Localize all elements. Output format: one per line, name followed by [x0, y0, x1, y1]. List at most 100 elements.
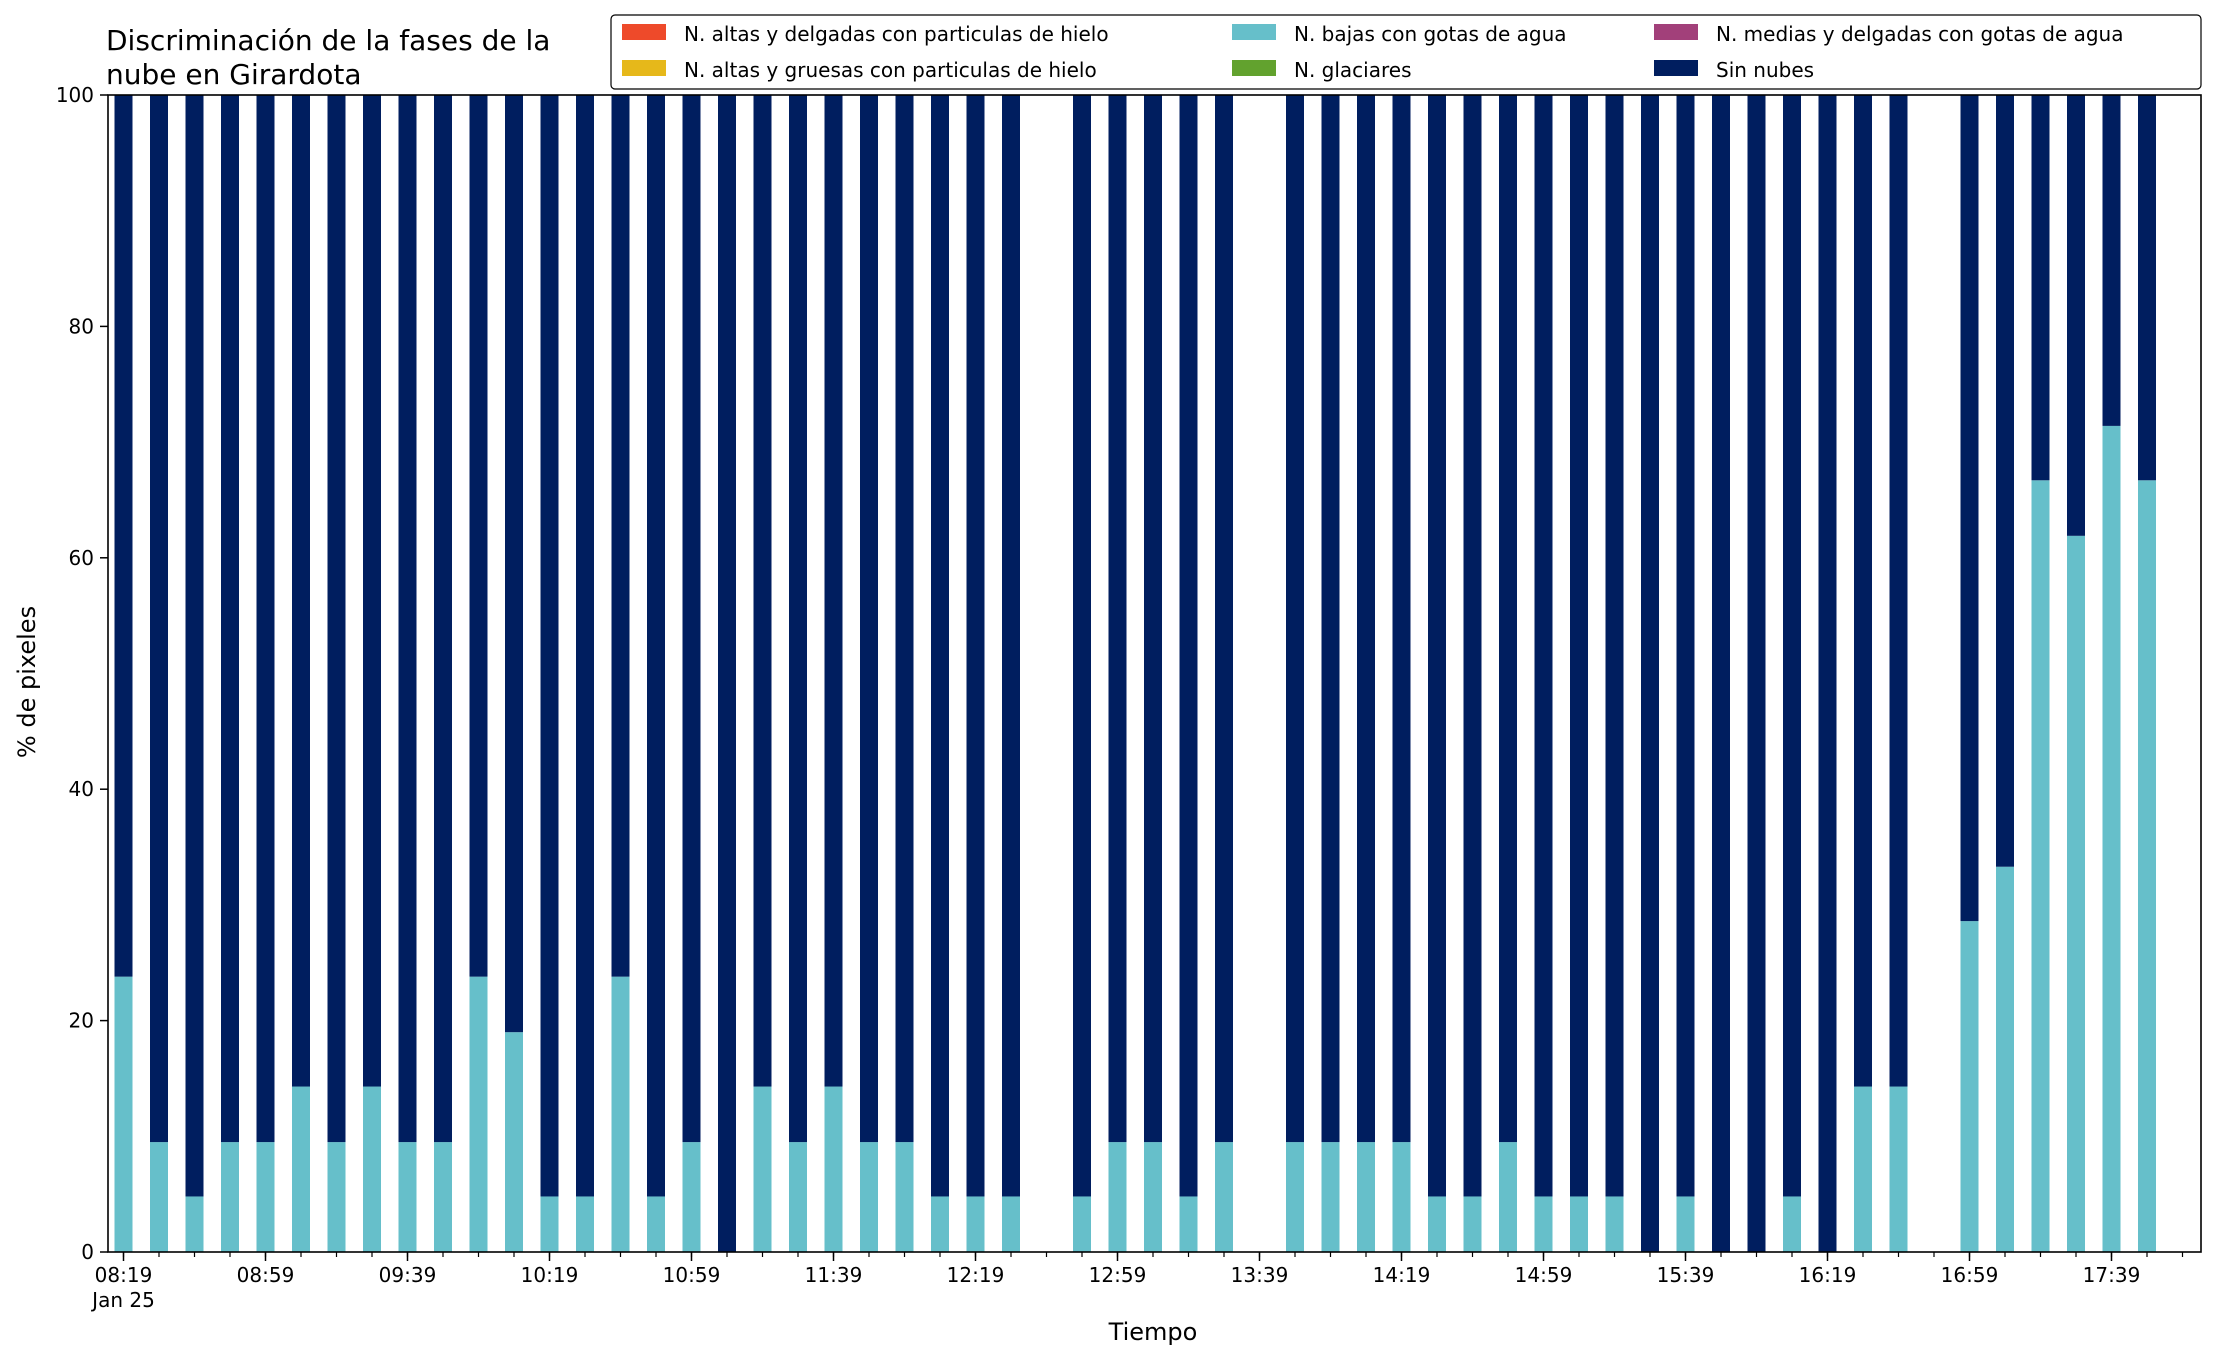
bar-bajas-0829 [150, 1142, 168, 1252]
bar-bajas-1659 [1960, 921, 1979, 1252]
bar-bajas-1229 [1002, 1196, 1020, 1252]
bar-bajas-1729 [2067, 535, 2085, 1252]
bar-sin-nubes-1319 [1179, 95, 1198, 1197]
y-tick-label-80: 80 [69, 314, 94, 338]
bar-bajas-1219 [966, 1196, 985, 1252]
bar-sin-nubes-1119 [753, 95, 772, 1087]
legend-entry-sin-nubes: Sin nubes [1716, 58, 1814, 82]
bar-bajas-1349 [1286, 1142, 1304, 1252]
bar-sin-nubes-1229 [1002, 95, 1020, 1197]
bar-bajas-1459 [1534, 1196, 1553, 1252]
bar-bajas-1209 [931, 1196, 949, 1252]
bar-sin-nubes-1729 [2067, 95, 2085, 536]
bar-bajas-0849 [221, 1142, 239, 1252]
bar-bajas-1319 [1179, 1196, 1198, 1252]
bar-bajas-0949 [434, 1142, 452, 1252]
x-axis-label: Tiempo [1108, 1318, 1198, 1346]
bar-bajas-1259 [1108, 1142, 1127, 1252]
bar-sin-nubes-1719 [2031, 95, 2050, 481]
bar-bajas-1159 [895, 1142, 914, 1252]
bar-sin-nubes-1049 [647, 95, 665, 1197]
bar-sin-nubes-1519 [1605, 95, 1624, 1197]
bar-sin-nubes-0919 [327, 95, 346, 1143]
legend-swatch-n-medias-y-delgadas-con-gotas-de-agua [1654, 24, 1698, 40]
bar-bajas-1039 [611, 976, 630, 1252]
legend-swatch-n-altas-y-delgadas-con-particulas-de-hielo [622, 24, 666, 40]
bar-sin-nubes-1549 [1712, 95, 1730, 1252]
bar-sin-nubes-1359 [1321, 95, 1340, 1143]
bar-sin-nubes-1419 [1392, 95, 1411, 1143]
bar-sin-nubes-1249 [1073, 95, 1091, 1197]
bar-bajas-0929 [363, 1086, 381, 1252]
bar-sin-nubes-1309 [1144, 95, 1162, 1143]
bar-sin-nubes-0839 [185, 95, 204, 1197]
bar-bajas-1309 [1144, 1142, 1162, 1252]
bar-sin-nubes-1209 [931, 95, 949, 1197]
bar-bajas-1449 [1499, 1142, 1517, 1252]
bar-sin-nubes-1509 [1570, 95, 1588, 1197]
legend-entry-n-medias-y-delgadas-con-gotas-de-agua: N. medias y delgadas con gotas de agua [1716, 22, 2124, 46]
x-tick-label-1659: 16:59 [1941, 1263, 1999, 1287]
bar-bajas-1509 [1570, 1196, 1588, 1252]
y-tick-label-20: 20 [69, 1009, 94, 1033]
bar-bajas-1139 [824, 1086, 843, 1252]
bar-sin-nubes-1159 [895, 95, 914, 1143]
bar-sin-nubes-1409 [1357, 95, 1375, 1143]
y-tick-label-0: 0 [81, 1240, 94, 1264]
bar-bajas-1009 [505, 1032, 523, 1252]
bar-bajas-1249 [1073, 1196, 1091, 1252]
bar-bajas-0959 [469, 976, 488, 1252]
bar-sin-nubes-1539 [1676, 95, 1695, 1197]
y-axis: 0 20 40 60 80 100 [56, 83, 108, 1264]
bar-sin-nubes-1019 [540, 95, 559, 1197]
bar-bajas-1019 [540, 1196, 559, 1252]
bar-sin-nubes-1109 [718, 95, 736, 1252]
bar-sin-nubes-0819 [114, 95, 133, 977]
bar-sin-nubes-1429 [1428, 95, 1446, 1197]
bar-sin-nubes-1529 [1641, 95, 1659, 1252]
bar-sin-nubes-1219 [966, 95, 985, 1197]
legend-swatch-n-bajas-con-gotas-de-agua [1232, 24, 1276, 40]
bar-sin-nubes-1039 [611, 95, 630, 977]
bar-sin-nubes-0829 [150, 95, 168, 1143]
y-tick-label-60: 60 [69, 546, 94, 570]
bar-sin-nubes-1439 [1463, 95, 1482, 1197]
y-tick-label-40: 40 [69, 777, 94, 801]
bar-sin-nubes-1629 [1854, 95, 1872, 1087]
bar-bajas-0859 [256, 1142, 275, 1252]
bar-sin-nubes-1059 [682, 95, 701, 1143]
bar-series-group [114, 95, 2156, 1253]
bar-bajas-1519 [1605, 1196, 1624, 1252]
bar-bajas-0919 [327, 1142, 346, 1252]
x-tick-label-1019: 10:19 [521, 1263, 579, 1287]
bar-bajas-1119 [753, 1086, 772, 1252]
chart-title: Discriminación de la fases de la nube en… [106, 24, 550, 91]
bar-sin-nubes-0929 [363, 95, 381, 1087]
bar-sin-nubes-1639 [1889, 95, 1908, 1087]
legend-swatch-n-altas-y-gruesas-con-particulas-de-hielo [622, 60, 666, 76]
bar-bajas-1739 [2102, 425, 2121, 1253]
bar-sin-nubes-1149 [860, 95, 878, 1143]
y-tick-label-100: 100 [56, 83, 94, 107]
legend-entry-n-altas-y-gruesas-con-particulas-de-hielo: N. altas y gruesas con particulas de hie… [684, 58, 1097, 82]
x-tick-label-1259: 12:59 [1089, 1263, 1147, 1287]
legend-entry-n-bajas-con-gotas-de-agua: N. bajas con gotas de agua [1294, 22, 1567, 46]
bar-sin-nubes-1619 [1818, 95, 1837, 1252]
chart-title-line-2: nube en Girardota [106, 58, 361, 91]
bar-sin-nubes-0959 [469, 95, 488, 977]
legend-swatch-n-glaciares [1232, 60, 1276, 76]
bar-sin-nubes-0859 [256, 95, 275, 1143]
bar-sin-nubes-1139 [824, 95, 843, 1087]
bar-bajas-1149 [860, 1142, 878, 1252]
legend-entry-n-altas-y-delgadas-con-particulas-de-hielo: N. altas y delgadas con particulas de hi… [684, 22, 1109, 46]
bar-sin-nubes-1709 [1996, 95, 2014, 867]
x-date-label: Jan 25 [90, 1288, 155, 1312]
bar-bajas-1439 [1463, 1196, 1482, 1252]
x-tick-label-0939: 09:39 [379, 1263, 437, 1287]
x-tick-label-1539: 15:39 [1657, 1263, 1715, 1287]
bar-sin-nubes-1559 [1747, 95, 1766, 1252]
bar-sin-nubes-1259 [1108, 95, 1127, 1143]
bar-sin-nubes-1609 [1783, 95, 1801, 1197]
bar-sin-nubes-1009 [505, 95, 523, 1033]
